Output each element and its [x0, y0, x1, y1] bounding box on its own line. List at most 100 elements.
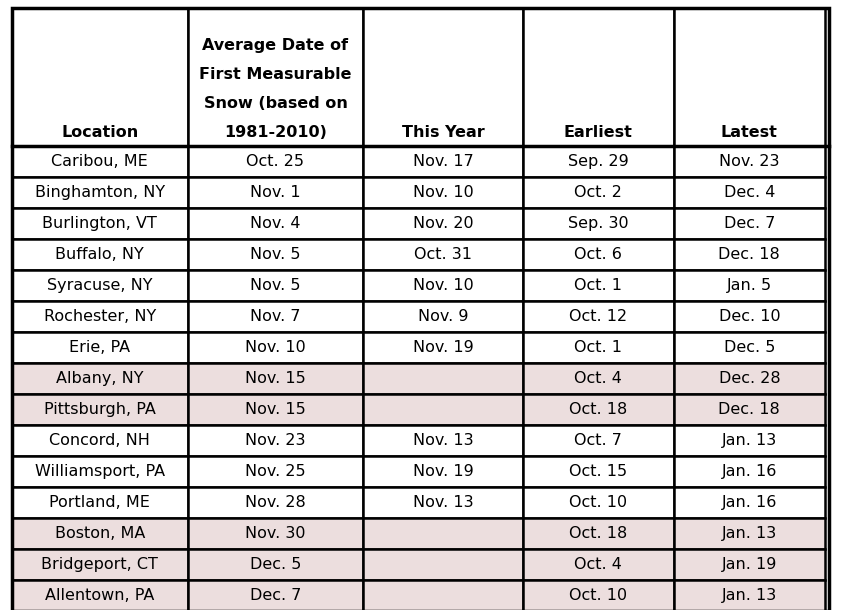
Text: Jan. 19: Jan. 19: [722, 557, 777, 572]
Bar: [522, 8, 674, 146]
Text: Dec. 7: Dec. 7: [723, 216, 775, 231]
Text: First Measurable: First Measurable: [199, 67, 352, 82]
Bar: [188, 239, 363, 270]
Bar: [363, 177, 522, 208]
Text: Jan. 16: Jan. 16: [722, 464, 777, 479]
Text: This Year: This Year: [402, 124, 484, 140]
Text: Dec. 5: Dec. 5: [250, 557, 301, 572]
Bar: [12, 177, 188, 208]
Bar: [674, 332, 825, 363]
Bar: [674, 487, 825, 518]
Bar: [12, 487, 188, 518]
Bar: [363, 425, 522, 456]
Text: Oct. 15: Oct. 15: [569, 464, 627, 479]
Text: Buffalo, NY: Buffalo, NY: [56, 247, 144, 262]
Bar: [363, 456, 522, 487]
Text: Allentown, PA: Allentown, PA: [45, 588, 155, 603]
Bar: [522, 177, 674, 208]
Bar: [12, 456, 188, 487]
Bar: [188, 394, 363, 425]
Text: Oct. 4: Oct. 4: [574, 371, 622, 386]
Text: Oct. 2: Oct. 2: [574, 185, 622, 200]
Bar: [674, 208, 825, 239]
Text: Oct. 1: Oct. 1: [574, 278, 622, 293]
Bar: [188, 425, 363, 456]
Bar: [188, 332, 363, 363]
Text: Snow (based on: Snow (based on: [204, 96, 347, 111]
Text: Oct. 10: Oct. 10: [569, 588, 627, 603]
Text: Boston, MA: Boston, MA: [55, 526, 145, 541]
Text: Nov. 23: Nov. 23: [246, 433, 306, 448]
Text: Nov. 15: Nov. 15: [245, 402, 306, 417]
Text: Nov. 28: Nov. 28: [245, 495, 306, 510]
Bar: [363, 239, 522, 270]
Bar: [522, 208, 674, 239]
Bar: [522, 425, 674, 456]
Bar: [12, 8, 188, 146]
Bar: [363, 580, 522, 610]
Bar: [522, 549, 674, 580]
Text: Average Date of: Average Date of: [203, 38, 348, 53]
Text: Jan. 13: Jan. 13: [722, 433, 777, 448]
Bar: [188, 8, 363, 146]
Text: Dec. 10: Dec. 10: [718, 309, 780, 324]
Bar: [363, 518, 522, 549]
Bar: [674, 177, 825, 208]
Bar: [12, 239, 188, 270]
Bar: [674, 518, 825, 549]
Bar: [12, 518, 188, 549]
Text: Nov. 20: Nov. 20: [413, 216, 473, 231]
Text: Pittsburgh, PA: Pittsburgh, PA: [44, 402, 156, 417]
Bar: [674, 270, 825, 301]
Bar: [12, 270, 188, 301]
Text: Concord, NH: Concord, NH: [50, 433, 151, 448]
Bar: [674, 301, 825, 332]
Bar: [188, 487, 363, 518]
Text: Burlington, VT: Burlington, VT: [42, 216, 157, 231]
Bar: [522, 301, 674, 332]
Text: Sep. 30: Sep. 30: [568, 216, 628, 231]
Text: Erie, PA: Erie, PA: [69, 340, 130, 355]
Text: Dec. 7: Dec. 7: [250, 588, 301, 603]
Text: Jan. 5: Jan. 5: [727, 278, 772, 293]
Text: Jan. 13: Jan. 13: [722, 588, 777, 603]
Bar: [674, 456, 825, 487]
Text: 1981-2010): 1981-2010): [224, 124, 327, 140]
Text: Nov. 19: Nov. 19: [413, 464, 473, 479]
Text: Nov. 9: Nov. 9: [418, 309, 468, 324]
Text: Oct. 12: Oct. 12: [569, 309, 627, 324]
Text: Nov. 5: Nov. 5: [251, 278, 301, 293]
Bar: [12, 301, 188, 332]
Text: Nov. 5: Nov. 5: [251, 247, 301, 262]
Bar: [363, 301, 522, 332]
Bar: [12, 425, 188, 456]
Bar: [188, 301, 363, 332]
Bar: [188, 518, 363, 549]
Text: Nov. 10: Nov. 10: [413, 278, 473, 293]
Text: Dec. 18: Dec. 18: [718, 247, 780, 262]
Text: Nov. 15: Nov. 15: [245, 371, 306, 386]
Text: Oct. 6: Oct. 6: [574, 247, 622, 262]
Bar: [522, 239, 674, 270]
Text: Nov. 23: Nov. 23: [719, 154, 780, 169]
Text: Dec. 4: Dec. 4: [723, 185, 775, 200]
Text: Jan. 16: Jan. 16: [722, 495, 777, 510]
Text: Jan. 13: Jan. 13: [722, 526, 777, 541]
Text: Latest: Latest: [721, 124, 778, 140]
Text: Oct. 7: Oct. 7: [574, 433, 622, 448]
Bar: [522, 270, 674, 301]
Text: Nov. 10: Nov. 10: [413, 185, 473, 200]
Bar: [522, 332, 674, 363]
Bar: [12, 363, 188, 394]
Bar: [522, 518, 674, 549]
Bar: [188, 208, 363, 239]
Text: Dec. 5: Dec. 5: [723, 340, 775, 355]
Text: Nov. 1: Nov. 1: [250, 185, 301, 200]
Text: Oct. 31: Oct. 31: [414, 247, 472, 262]
Text: Oct. 18: Oct. 18: [569, 526, 627, 541]
Bar: [674, 146, 825, 177]
Bar: [363, 270, 522, 301]
Bar: [12, 580, 188, 610]
Text: Oct. 25: Oct. 25: [246, 154, 304, 169]
Text: Nov. 13: Nov. 13: [413, 495, 473, 510]
